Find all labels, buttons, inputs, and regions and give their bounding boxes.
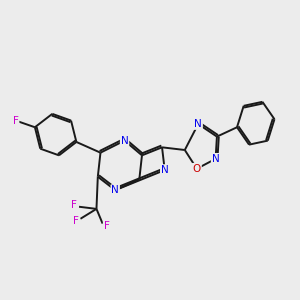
Text: N: N bbox=[194, 119, 202, 129]
Text: F: F bbox=[71, 200, 76, 210]
Text: N: N bbox=[111, 185, 119, 195]
Text: N: N bbox=[161, 165, 169, 175]
Text: O: O bbox=[193, 164, 201, 174]
Text: F: F bbox=[13, 116, 19, 126]
Text: N: N bbox=[212, 154, 220, 164]
Text: F: F bbox=[74, 216, 79, 226]
Text: F: F bbox=[104, 221, 110, 231]
Text: N: N bbox=[121, 136, 128, 146]
